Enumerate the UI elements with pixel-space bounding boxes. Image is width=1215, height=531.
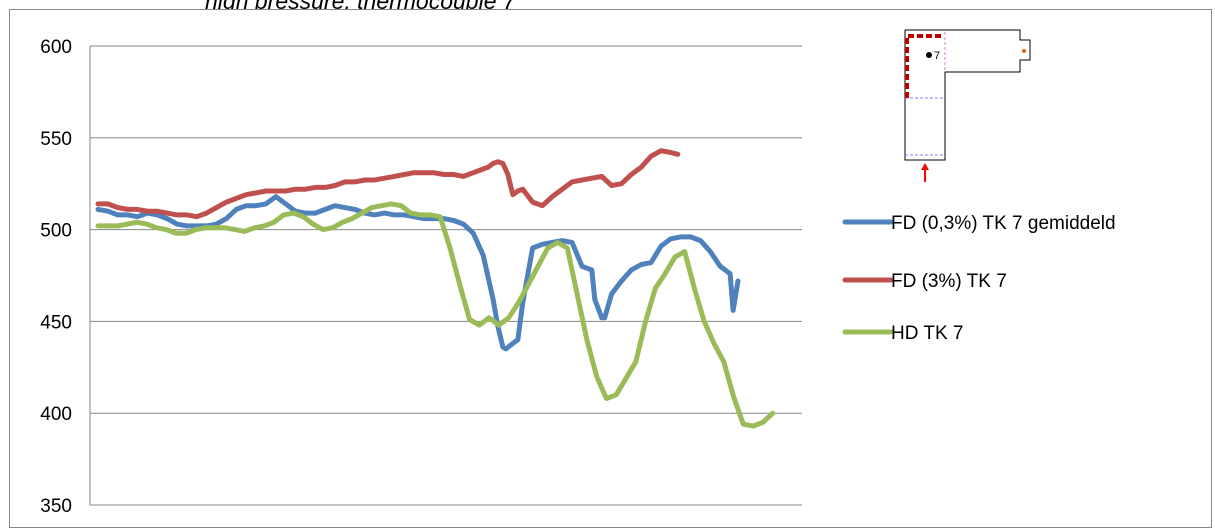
series-line-3 — [95, 201, 776, 429]
series-lines — [95, 148, 776, 429]
gridlines — [89, 45, 802, 506]
y-tick-label: 550 — [40, 129, 72, 150]
y-axis-tick-labels: 350 400 450 500 550 600 — [40, 37, 72, 517]
y-tick-label: 450 — [40, 312, 72, 333]
inset-inflow-arrowhead — [921, 163, 929, 170]
inset-vent-marker — [1022, 49, 1026, 53]
series-line-2 — [95, 148, 681, 220]
y-tick-label: 400 — [40, 404, 72, 425]
line-chart: 350 400 450 500 550 600 7 FD (0,3%) TK 7 gemi… — [40, 29, 1116, 517]
thermocouple-marker — [926, 52, 932, 58]
legend: FD (0,3%) TK 7 gemiddeld FD (3%) TK 7 HD T… — [842, 213, 1116, 344]
y-tick-label: 600 — [40, 37, 72, 58]
thermocouple-location-diagram: 7 — [904, 29, 1031, 182]
thermocouple-label: 7 — [934, 50, 940, 62]
y-tick-label: 500 — [40, 221, 72, 242]
y-tick-label: 350 — [40, 496, 72, 517]
legend-label-3: HD TK 7 — [891, 323, 964, 344]
legend-label-1: FD (0,3%) TK 7 gemiddeld — [891, 213, 1116, 234]
legend-label-2: FD (3%) TK 7 — [891, 271, 1007, 292]
inset-hot-wall — [905, 34, 943, 98]
series-line-1 — [95, 194, 741, 352]
inset-outline — [904, 29, 1031, 161]
chart-area: 350 400 450 500 550 600 7 FD (0,3%) TK 7 gemi… — [9, 9, 1212, 528]
